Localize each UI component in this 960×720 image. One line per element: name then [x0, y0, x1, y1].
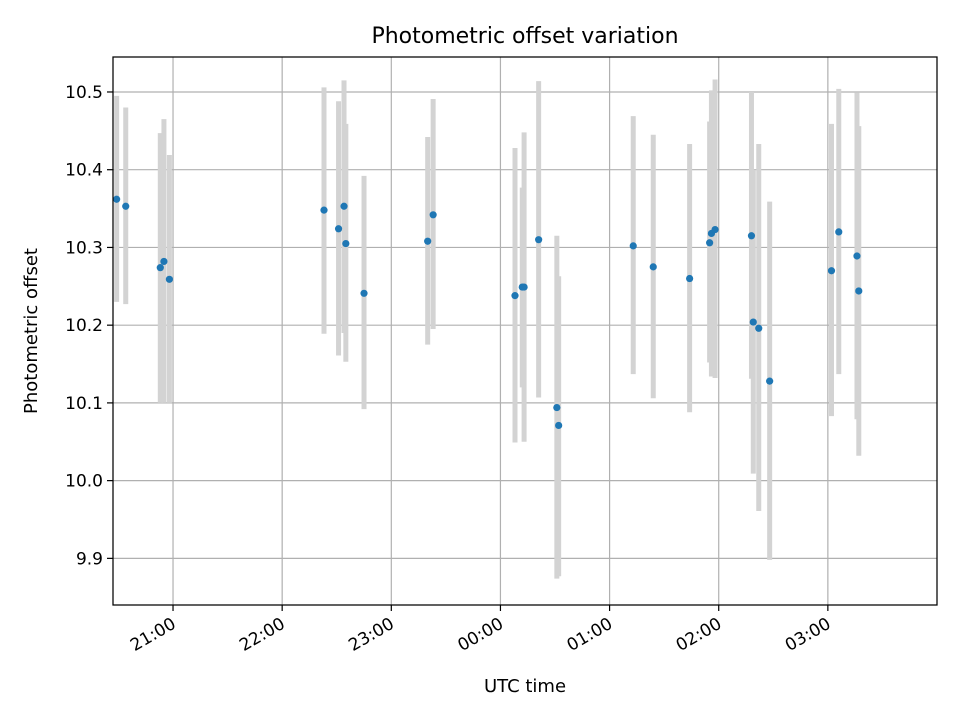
data-point	[320, 206, 328, 214]
data-point	[122, 202, 130, 210]
data-point	[749, 318, 757, 326]
y-tick-label: 10.1	[65, 394, 103, 414]
y-tick-label: 10.3	[65, 238, 103, 258]
data-point	[711, 225, 719, 234]
data-point	[553, 403, 561, 412]
data-point	[755, 324, 763, 332]
data-point	[649, 263, 657, 271]
y-tick-label: 9.9	[76, 549, 103, 569]
data-point	[520, 283, 528, 291]
data-point	[827, 267, 836, 275]
data-point	[853, 252, 861, 260]
data-point	[334, 225, 343, 233]
data-point	[835, 228, 843, 236]
data-point	[342, 239, 350, 248]
data-point	[340, 202, 348, 210]
data-point	[424, 237, 432, 245]
data-point	[156, 264, 164, 272]
y-tick-label: 10.4	[65, 161, 103, 181]
data-point	[629, 242, 637, 250]
data-point	[766, 377, 774, 385]
y-axis-label: Photometric offset	[21, 248, 42, 414]
data-point	[360, 289, 368, 297]
data-point	[706, 239, 714, 247]
y-tick-label: 10.5	[65, 83, 103, 103]
y-tick-label: 10.0	[65, 472, 103, 492]
data-point	[686, 274, 694, 283]
data-point	[511, 292, 519, 300]
data-point	[160, 257, 168, 266]
data-point	[113, 195, 121, 203]
y-tick-label: 10.2	[65, 316, 103, 336]
data-point	[747, 232, 756, 240]
data-point	[555, 421, 563, 430]
y-axis-ticks: 9.9 10.0 10.1 10.2 10.3 10.4 10.5	[65, 83, 113, 569]
data-point	[535, 236, 543, 244]
x-axis-label: UTC time	[484, 676, 566, 697]
data-point	[165, 275, 173, 283]
data-point	[855, 287, 863, 295]
data-points	[113, 195, 863, 430]
chart-title: Photometric offset variation	[371, 24, 678, 49]
plot-frame	[112, 56, 938, 606]
data-point	[429, 211, 437, 219]
